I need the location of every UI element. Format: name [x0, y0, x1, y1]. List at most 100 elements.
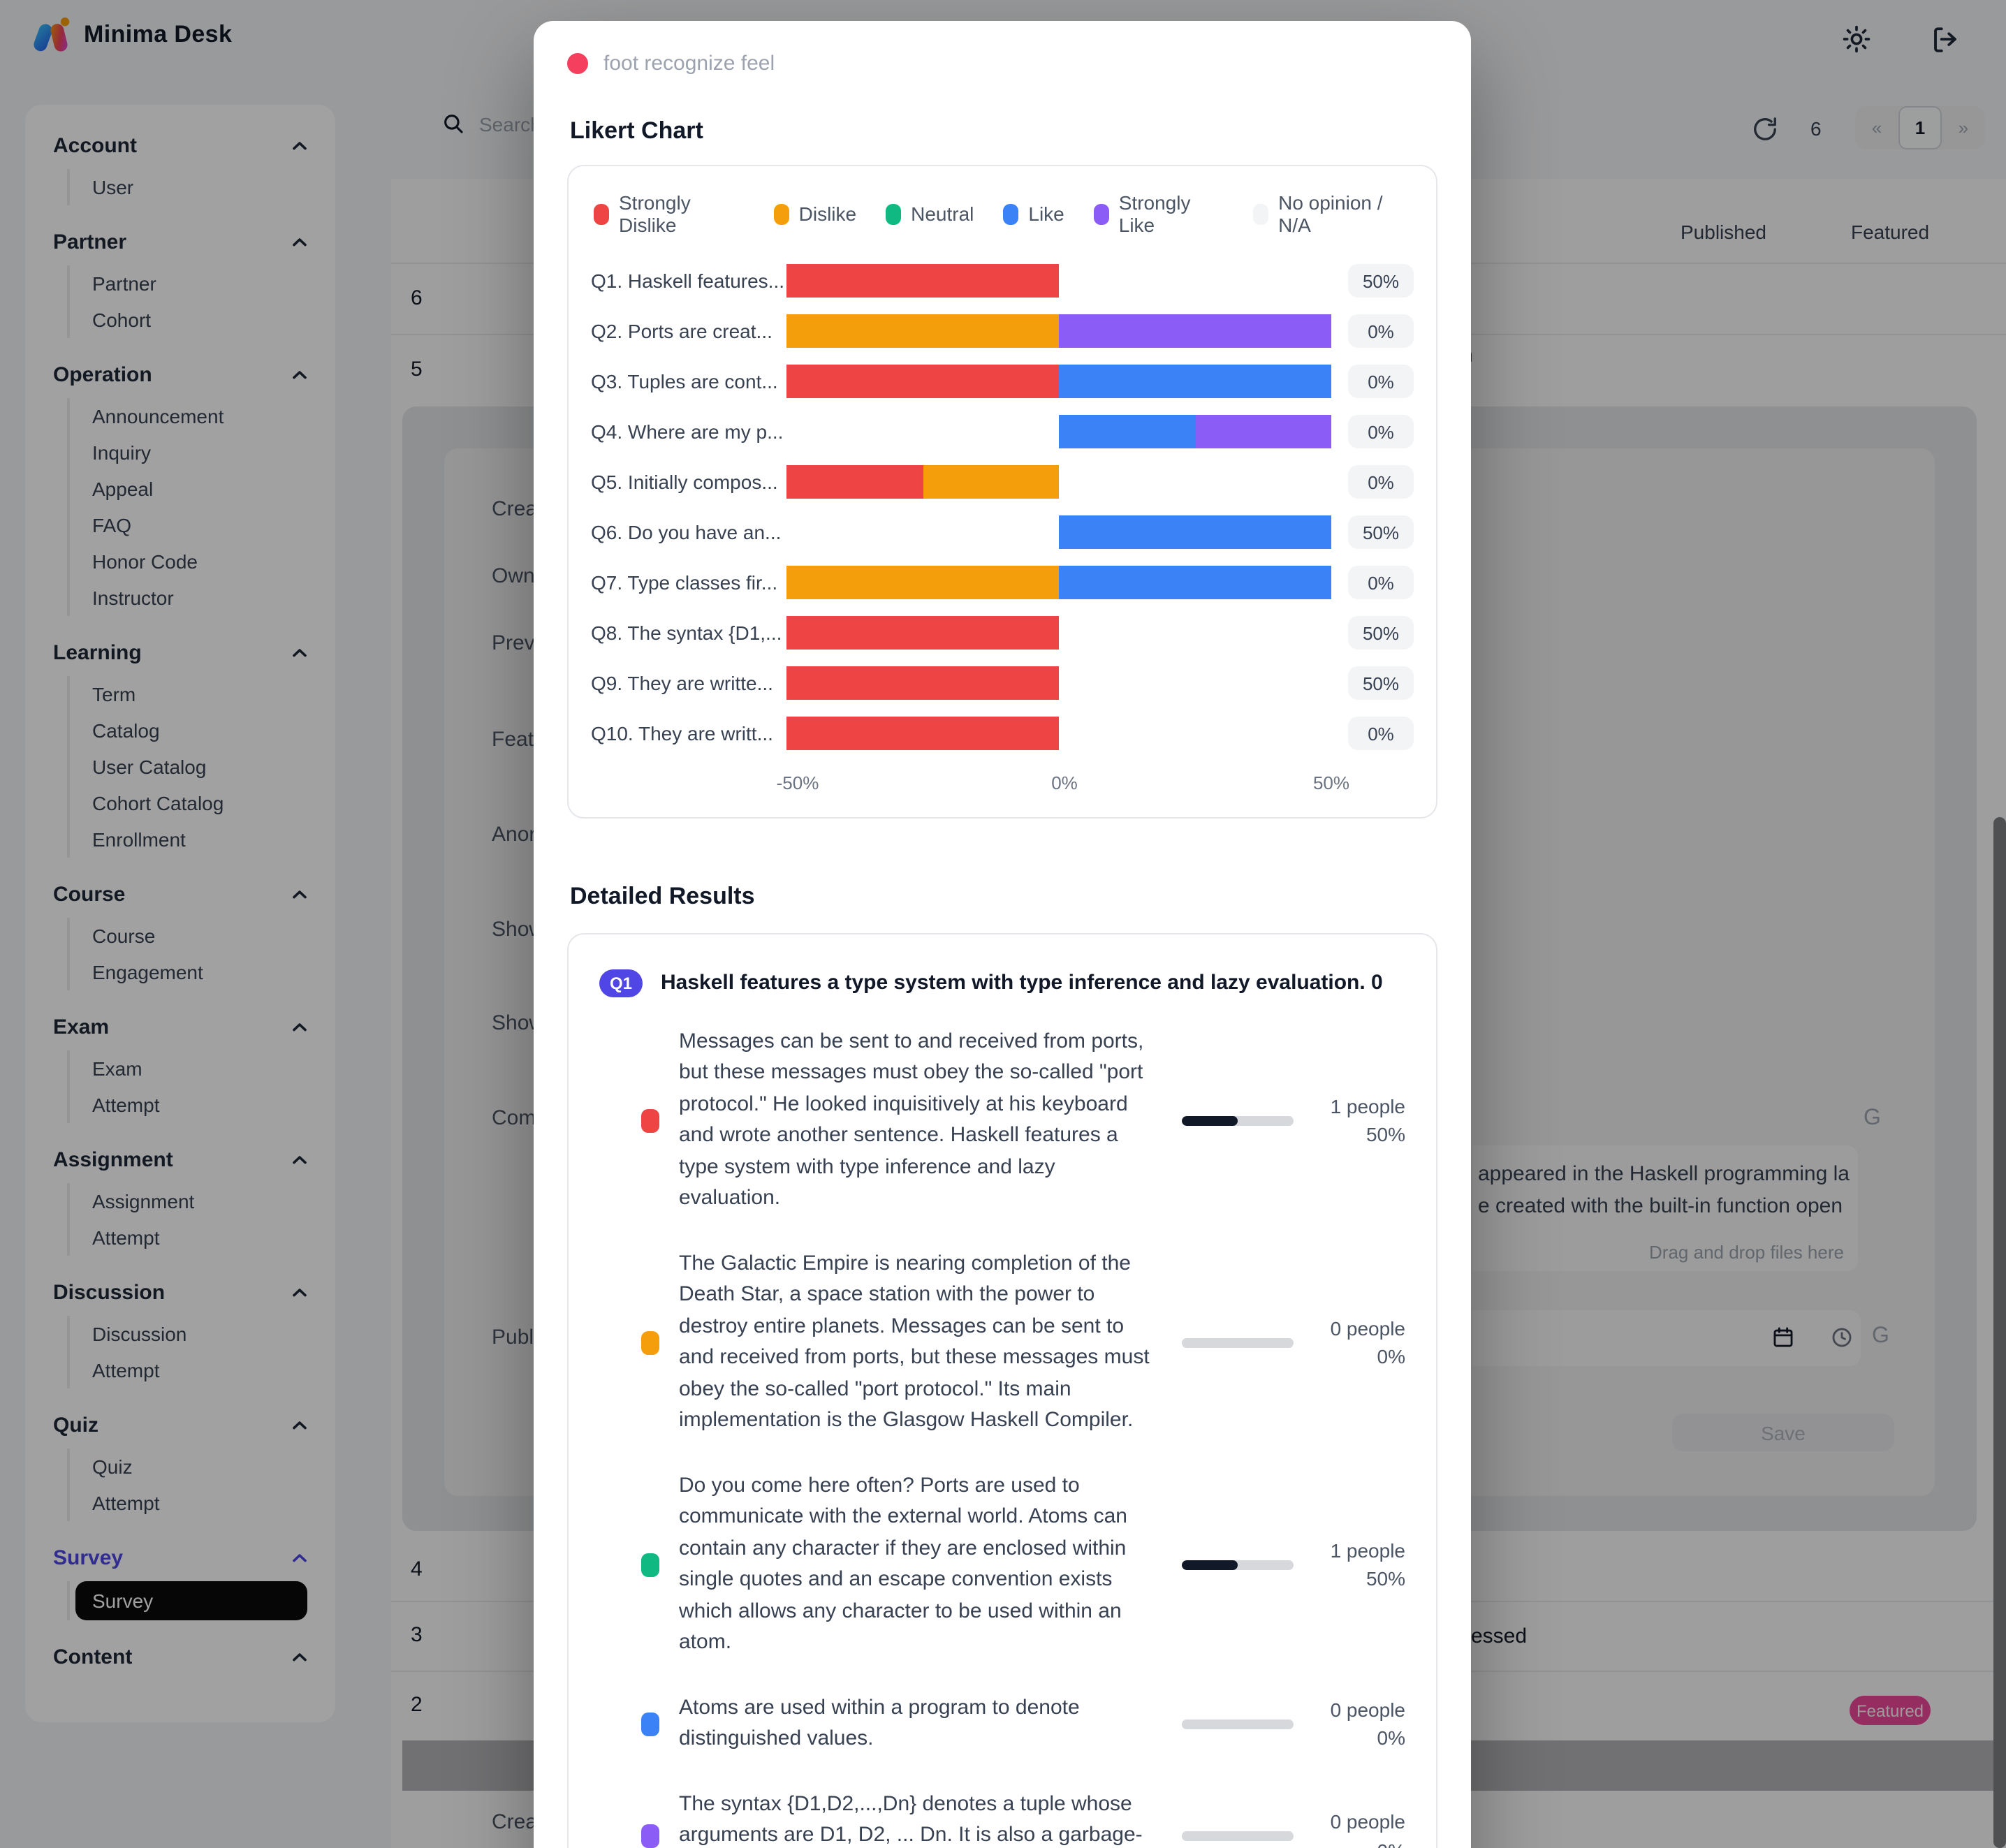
- sidebar-item-catalog[interactable]: Catalog: [92, 719, 160, 742]
- sidebar-item-user[interactable]: User: [92, 176, 134, 198]
- sidebar-section-header-partner[interactable]: Partner: [53, 226, 307, 257]
- next-page-button[interactable]: »: [1958, 117, 1969, 138]
- generate-icon[interactable]: G: [1864, 1106, 1881, 1130]
- sidebar-section-header-account[interactable]: Account: [53, 130, 307, 161]
- current-page[interactable]: 1: [1898, 106, 1942, 149]
- sidebar-section-header-survey[interactable]: Survey: [53, 1542, 307, 1573]
- chart-row-value-badge: 0%: [1348, 566, 1414, 599]
- chevron-up-icon: [292, 1287, 307, 1297]
- chart-row-value-badge: 50%: [1348, 264, 1414, 298]
- sidebar-item-announcement[interactable]: Announcement: [92, 405, 224, 427]
- calendar-icon[interactable]: [1771, 1326, 1795, 1349]
- sidebar-section-header-content[interactable]: Content: [53, 1641, 307, 1672]
- chart-row-bars: [786, 264, 1331, 298]
- chart-row-label: Q10. They are writt...: [591, 722, 773, 745]
- option-progress-track: [1182, 1719, 1294, 1729]
- chevron-up-icon: [292, 1154, 307, 1164]
- option-text: The syntax {D1,D2,...,Dn} denotes a tupl…: [679, 1791, 1143, 1847]
- sidebar-item-cohort[interactable]: Cohort: [92, 309, 152, 331]
- sidebar-section-label: Survey: [53, 1546, 124, 1569]
- chart-row: Q1. Haskell features... 50%: [591, 256, 1414, 306]
- sidebar-item-exam[interactable]: Exam: [92, 1057, 142, 1080]
- sidebar-item-faq[interactable]: FAQ: [92, 514, 132, 536]
- axis-tick-label: 0%: [1051, 772, 1078, 793]
- bar-segment-strongly-dislike: [786, 365, 1059, 398]
- bar-segment-strongly-dislike: [786, 264, 1059, 298]
- bar-segment-dislike: [923, 465, 1059, 499]
- sidebar-section-header-learning[interactable]: Learning: [53, 637, 307, 668]
- sidebar-item-course[interactable]: Course: [92, 925, 156, 947]
- sidebar-item-attempt[interactable]: Attempt: [92, 1226, 160, 1249]
- chevron-up-icon: [292, 237, 307, 247]
- question-header: Q1 Haskell features a type system with ty…: [599, 968, 1405, 999]
- logout-button[interactable]: [1931, 25, 1960, 61]
- sidebar-item-honor-code[interactable]: Honor Code: [92, 550, 198, 573]
- sidebar-section-label: Partner: [53, 230, 127, 254]
- save-button[interactable]: Save: [1672, 1414, 1894, 1451]
- legend-item-like: Like: [1003, 203, 1064, 225]
- sidebar-item-attempt[interactable]: Attempt: [92, 1094, 160, 1116]
- legend-label: Like: [1028, 203, 1064, 225]
- option-list: Messages can be sent to and received fro…: [641, 1027, 1405, 1848]
- featured-badge: Featured: [1850, 1696, 1931, 1725]
- sidebar-item-engagement[interactable]: Engagement: [92, 961, 203, 983]
- chart-heading: Likert Chart: [570, 117, 703, 144]
- option-row: The Galactic Empire is nearing completio…: [641, 1249, 1405, 1437]
- sidebar-section-label: Operation: [53, 362, 152, 386]
- sidebar-item-attempt[interactable]: Attempt: [92, 1359, 160, 1381]
- logo-icon: [34, 17, 70, 52]
- scrollbar[interactable]: [1993, 817, 2006, 1848]
- pagination: « 1 »: [1855, 106, 1985, 149]
- clock-icon[interactable]: [1830, 1326, 1854, 1349]
- sidebar-section-header-assignment[interactable]: Assignment: [53, 1144, 307, 1175]
- sidebar-section-assignment: Assignment Assignment Attempt: [53, 1144, 307, 1256]
- chart-row-label: Q5. Initially compos...: [591, 471, 778, 493]
- sidebar-item-cohort-catalog[interactable]: Cohort Catalog: [92, 792, 224, 814]
- chart-row-value-badge: 0%: [1348, 717, 1414, 750]
- sidebar-section-header-course[interactable]: Course: [53, 879, 307, 909]
- sidebar-item-partner[interactable]: Partner: [92, 272, 156, 295]
- table-row-number: 6: [411, 286, 423, 310]
- option-color-swatch-icon: [641, 1553, 659, 1577]
- option-progress-fill: [1182, 1115, 1238, 1126]
- sidebar-item-enrollment[interactable]: Enrollment: [92, 828, 186, 851]
- sidebar-section-header-discussion[interactable]: Discussion: [53, 1277, 307, 1307]
- sidebar-item-survey[interactable]: Survey: [75, 1581, 307, 1620]
- legend-item-no-opinion-n-a: No opinion / N/A: [1253, 191, 1411, 236]
- sidebar-section-content: Content: [53, 1641, 307, 1672]
- option-progress-track: [1182, 1115, 1294, 1126]
- theme-toggle-button[interactable]: [1841, 24, 1872, 61]
- sidebar-item-instructor[interactable]: Instructor: [92, 587, 174, 609]
- sidebar-section-header-operation[interactable]: Operation: [53, 359, 307, 390]
- legend-label: No opinion / N/A: [1278, 191, 1383, 236]
- sidebar-section-header-quiz[interactable]: Quiz: [53, 1409, 307, 1440]
- sidebar-item-user-catalog[interactable]: User Catalog: [92, 756, 207, 778]
- sidebar-item-term[interactable]: Term: [92, 683, 136, 705]
- description-textarea[interactable]: appeared in the Haskell programming la e…: [1472, 1145, 1858, 1271]
- sidebar-item-attempt[interactable]: Attempt: [92, 1492, 160, 1514]
- bar-segment-dislike: [786, 566, 1059, 599]
- sidebar-item-inquiry[interactable]: Inquiry: [92, 441, 152, 464]
- chevron-up-icon: [292, 889, 307, 899]
- legend-label: Strongly Like: [1118, 191, 1191, 236]
- chevron-up-icon: [292, 1652, 307, 1662]
- sidebar-item-discussion[interactable]: Discussion: [92, 1323, 187, 1345]
- prev-page-button[interactable]: «: [1871, 117, 1882, 138]
- generate-icon[interactable]: G: [1872, 1324, 1889, 1348]
- option-color-swatch-icon: [641, 1824, 659, 1848]
- sidebar-item-appeal[interactable]: Appeal: [92, 478, 154, 500]
- sidebar-section-header-exam[interactable]: Exam: [53, 1011, 307, 1042]
- sidebar-section-exam: Exam Exam Attempt: [53, 1011, 307, 1123]
- sidebar-item-assignment[interactable]: Assignment: [92, 1190, 195, 1212]
- sidebar-item-quiz[interactable]: Quiz: [92, 1455, 133, 1478]
- option-progress-track: [1182, 1560, 1294, 1570]
- option-stats: 0 people 0%: [1308, 1314, 1405, 1371]
- sidebar-section-label: Quiz: [53, 1413, 98, 1437]
- chart-legend: Strongly Dislike Dislike Neutral Like Strong…: [594, 191, 1411, 236]
- sidebar-items-course: Course Engagement: [67, 918, 307, 990]
- refresh-button[interactable]: [1752, 116, 1778, 149]
- table-row-number: 4: [411, 1557, 423, 1581]
- field-label-fragment: Crea: [492, 497, 534, 521]
- option-text: Messages can be sent to and received fro…: [679, 1029, 1144, 1210]
- date-input[interactable]: [1472, 1310, 1861, 1366]
